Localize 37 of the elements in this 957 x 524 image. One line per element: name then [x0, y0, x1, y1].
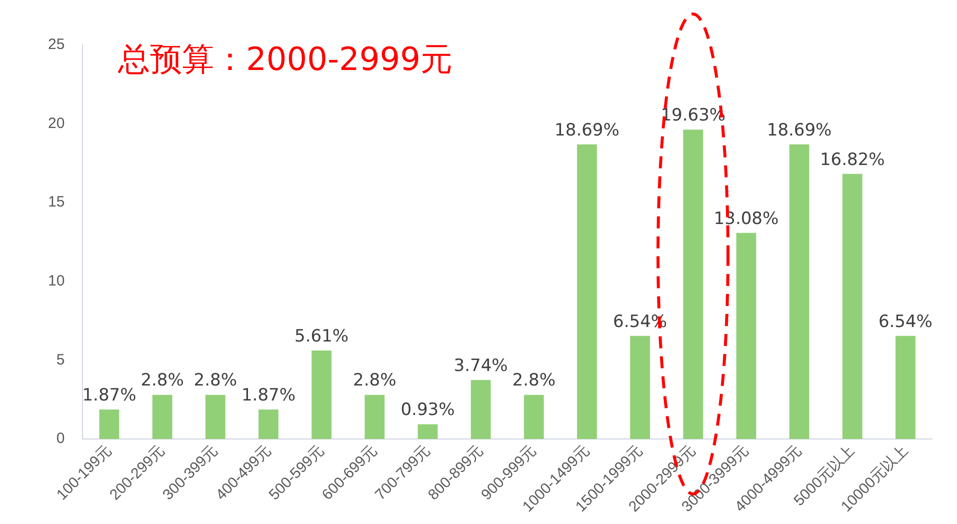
- bar: [896, 336, 916, 439]
- data-label: 2.8%: [194, 370, 237, 391]
- bar: [364, 394, 385, 439]
- bar: [577, 144, 597, 439]
- data-label: 13.08%: [714, 208, 779, 229]
- data-label: 2.8%: [140, 370, 184, 391]
- data-label: 5.61%: [294, 326, 349, 346]
- y-tick-label: 15: [48, 194, 65, 211]
- data-label: 2.8%: [512, 370, 556, 391]
- bar: [789, 144, 810, 439]
- y-tick-label: 25: [48, 36, 65, 54]
- y-tick-label: 20: [48, 114, 65, 132]
- bar: [312, 350, 332, 439]
- data-label: 18.69%: [766, 120, 832, 140]
- data-label: 1.87%: [82, 385, 136, 406]
- data-label: 3.74%: [454, 356, 508, 376]
- data-label: 18.69%: [554, 120, 620, 140]
- data-label: 2.8%: [353, 370, 396, 391]
- bar: [418, 424, 438, 439]
- bar: [524, 394, 544, 439]
- bar: [205, 394, 226, 439]
- data-label: 0.93%: [400, 400, 455, 420]
- bar: [630, 336, 650, 439]
- bar: [99, 409, 120, 439]
- y-tick-label: 10: [48, 272, 65, 290]
- annotation: 总预算：2000-2999元: [118, 39, 452, 80]
- y-tick-label: 0: [56, 430, 65, 448]
- bar: [152, 394, 172, 439]
- data-label: 1.87%: [241, 385, 296, 406]
- bar: [842, 174, 862, 439]
- bar: [470, 380, 491, 439]
- y-tick-label: 5: [56, 351, 65, 368]
- data-label: 16.82%: [820, 150, 885, 170]
- data-label: 6.54%: [878, 312, 932, 332]
- bar: [736, 232, 756, 439]
- bar: [258, 409, 278, 439]
- bar: [683, 130, 704, 439]
